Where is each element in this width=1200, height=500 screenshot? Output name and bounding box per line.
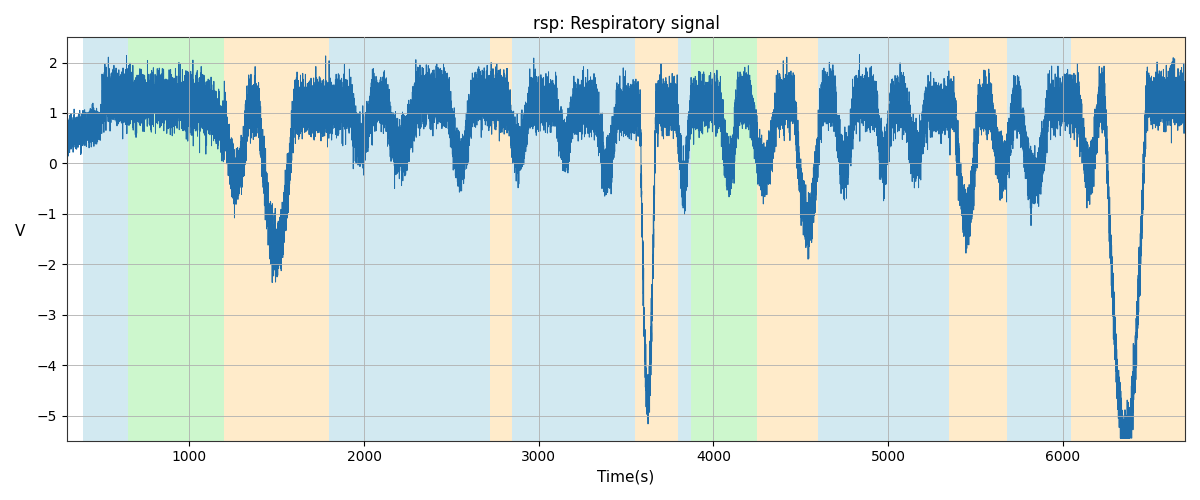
Bar xyxy=(490,38,512,440)
Bar xyxy=(678,38,691,440)
Bar xyxy=(512,38,635,440)
Bar xyxy=(757,38,818,440)
Bar xyxy=(1072,38,1186,440)
Title: rsp: Respiratory signal: rsp: Respiratory signal xyxy=(533,15,720,33)
Bar xyxy=(1007,38,1072,440)
Bar xyxy=(691,38,757,440)
X-axis label: Time(s): Time(s) xyxy=(598,470,655,485)
Bar xyxy=(635,38,678,440)
Bar xyxy=(818,38,949,440)
Bar xyxy=(329,38,490,440)
Y-axis label: V: V xyxy=(16,224,25,239)
Bar xyxy=(83,38,128,440)
Bar xyxy=(128,38,224,440)
Bar xyxy=(224,38,329,440)
Bar xyxy=(949,38,1007,440)
